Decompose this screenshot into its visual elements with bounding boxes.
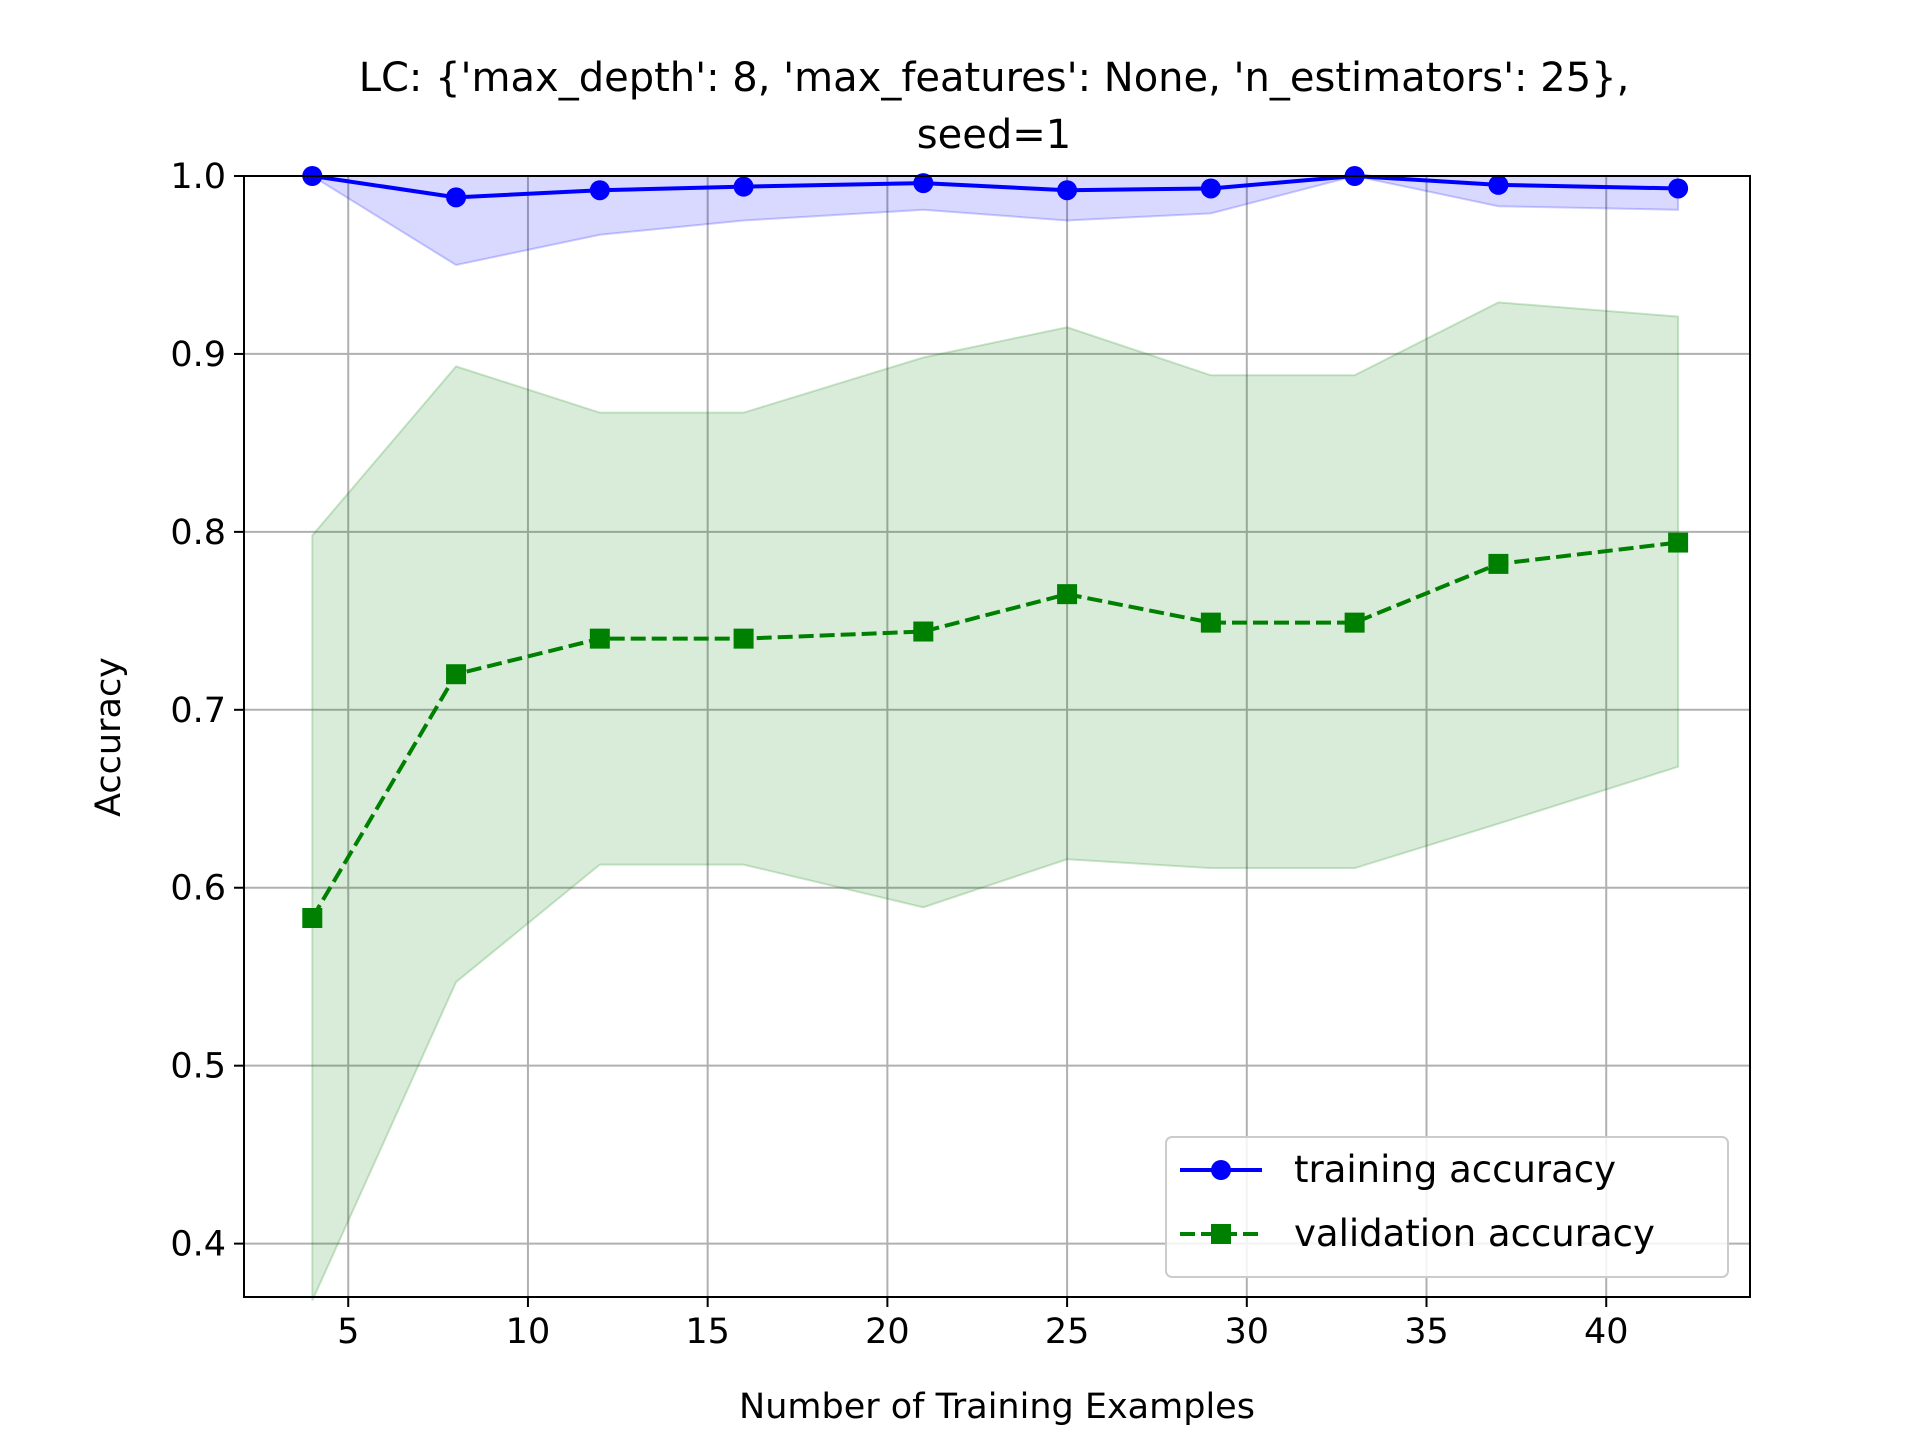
legend-label-validation: validation accuracy bbox=[1294, 1212, 1655, 1255]
chart-title-line-1: LC: {'max_depth': 8, 'max_features': Non… bbox=[359, 55, 1630, 101]
validation-point bbox=[302, 907, 323, 928]
y-axis-ticks: 0.4 0.5 0.6 0.7 0.8 0.9 1.0 bbox=[170, 157, 244, 1265]
training-point bbox=[446, 187, 467, 208]
chart-title-line-2: seed=1 bbox=[917, 112, 1071, 158]
validation-point bbox=[733, 628, 754, 649]
y-tick-label: 0.8 bbox=[170, 513, 226, 553]
y-tick-label: 0.5 bbox=[170, 1047, 226, 1087]
line-training bbox=[311, 174, 1679, 200]
x-tick-label: 30 bbox=[1225, 1312, 1270, 1352]
training-point bbox=[1200, 178, 1221, 199]
training-point bbox=[1057, 180, 1078, 201]
legend-marker-validation bbox=[1211, 1224, 1231, 1244]
y-tick-label: 0.4 bbox=[170, 1225, 226, 1265]
x-tick-label: 15 bbox=[685, 1312, 730, 1352]
y-tick-label: 0.7 bbox=[170, 691, 226, 731]
series-markers bbox=[302, 166, 1689, 928]
validation-point bbox=[1344, 612, 1365, 633]
x-tick-label: 10 bbox=[506, 1312, 551, 1352]
training-point bbox=[1668, 178, 1689, 199]
x-axis-ticks: 5 10 15 20 25 30 35 40 bbox=[337, 1297, 1629, 1352]
x-tick-label: 40 bbox=[1584, 1312, 1629, 1352]
y-tick-label: 0.6 bbox=[170, 869, 226, 909]
plot-frame bbox=[243, 175, 1751, 1298]
legend-marker-training bbox=[1211, 1160, 1231, 1180]
line-validation bbox=[310, 540, 1679, 920]
validation-point bbox=[1668, 532, 1689, 553]
x-tick-label: 35 bbox=[1404, 1312, 1449, 1352]
training-point bbox=[913, 173, 934, 194]
y-tick-label: 0.9 bbox=[170, 335, 226, 375]
band-validation bbox=[311, 301, 1680, 1301]
x-tick-label: 25 bbox=[1045, 1312, 1090, 1352]
legend-label-training: training accuracy bbox=[1294, 1148, 1616, 1191]
y-tick-label: 1.0 bbox=[170, 157, 226, 197]
validation-point bbox=[1488, 553, 1509, 574]
chart-legend: training accuracy validation accuracy bbox=[1165, 1136, 1729, 1278]
x-tick-label: 20 bbox=[865, 1312, 910, 1352]
training-point bbox=[733, 176, 754, 197]
series-lines bbox=[310, 174, 1679, 920]
validation-point bbox=[446, 664, 467, 685]
validation-point bbox=[913, 621, 934, 642]
training-point bbox=[1488, 174, 1509, 195]
validation-point bbox=[589, 628, 610, 649]
x-tick-label: 5 bbox=[337, 1312, 359, 1352]
validation-point bbox=[1200, 612, 1221, 633]
y-axis-label: Accuracy bbox=[89, 657, 129, 817]
legend-box bbox=[1165, 1136, 1729, 1278]
validation-point bbox=[1057, 584, 1078, 605]
training-point bbox=[589, 180, 610, 201]
x-axis-label: Number of Training Examples bbox=[739, 1387, 1255, 1427]
